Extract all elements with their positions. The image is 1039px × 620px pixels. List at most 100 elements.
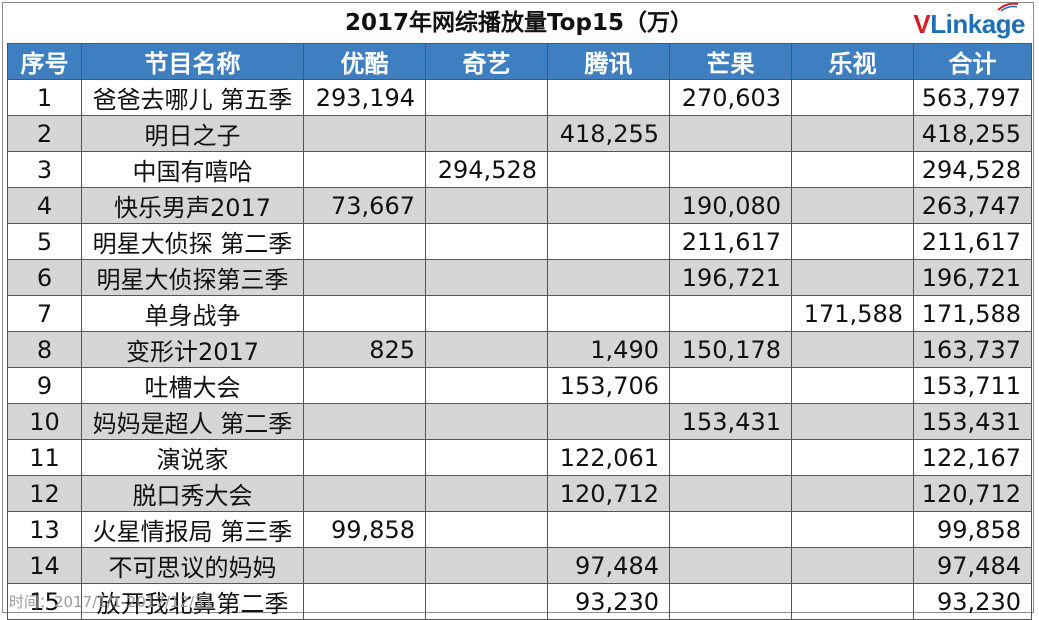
column-header: 序号 — [7, 43, 82, 80]
value-cell — [791, 367, 914, 404]
show-name-cell: 脱口秀大会 — [81, 475, 304, 512]
column-header: 优酷 — [303, 43, 426, 80]
value-cell: 1,490 — [547, 331, 670, 368]
value-cell: 73,667 — [303, 187, 426, 224]
column-header: 奇艺 — [425, 43, 548, 80]
value-cell: 150,178 — [669, 331, 792, 368]
table-row: 3 中国有嘻哈 294,528 294,528 — [7, 151, 1032, 188]
value-cell — [669, 367, 792, 404]
logo-v: V — [913, 9, 931, 39]
table-row: 14 不可思议的妈妈 97,484 97,484 — [7, 547, 1032, 584]
rank-cell: 15 — [7, 583, 82, 620]
show-name-cell: 单身战争 — [81, 295, 304, 332]
value-cell: 825 — [303, 331, 426, 368]
rank-cell: 3 — [7, 151, 82, 188]
value-cell — [425, 223, 548, 260]
show-name-cell: 中国有嘻哈 — [81, 151, 304, 188]
value-cell — [303, 547, 426, 584]
header-row: 序号 节目名称 优酷 奇艺 腾讯 芒果 乐视 合计 — [7, 43, 1032, 80]
vlinkage-logo: VLinkage — [913, 2, 1025, 40]
rank-cell: 5 — [7, 223, 82, 260]
value-cell — [669, 151, 792, 188]
value-cell: 120,712 — [913, 475, 1032, 512]
value-cell: 196,721 — [669, 259, 792, 296]
value-cell — [669, 475, 792, 512]
logo-swoosh-icon — [997, 2, 1019, 12]
value-cell — [425, 367, 548, 404]
value-cell: 99,858 — [303, 511, 426, 548]
value-cell — [791, 115, 914, 152]
rank-cell: 8 — [7, 331, 82, 368]
value-cell — [303, 367, 426, 404]
value-cell: 171,588 — [913, 295, 1032, 332]
value-cell: 120,712 — [547, 475, 670, 512]
ranking-table: 序号 节目名称 优酷 奇艺 腾讯 芒果 乐视 合计 1 爸爸去哪儿 第五季 293,194 270,… — [7, 43, 1032, 620]
table-row: 9 吐槽大会 153,706 153,711 — [7, 367, 1032, 404]
rank-cell: 2 — [7, 115, 82, 152]
value-cell — [669, 511, 792, 548]
value-cell: 211,617 — [669, 223, 792, 260]
value-cell: 97,484 — [913, 547, 1032, 584]
show-name-cell: 快乐男声2017 — [81, 187, 304, 224]
value-cell: 418,255 — [913, 115, 1032, 152]
value-cell — [425, 475, 548, 512]
table-row: 7 单身战争 171,588 171,588 — [7, 295, 1032, 332]
value-cell — [303, 295, 426, 332]
value-cell — [425, 187, 548, 224]
show-name-cell: 明星大侦探 第二季 — [81, 223, 304, 260]
show-name-cell: 变形计2017 — [81, 331, 304, 368]
logo-text: Linkage — [930, 9, 1025, 39]
rank-cell: 7 — [7, 295, 82, 332]
column-header: 乐视 — [791, 43, 914, 80]
table-row: 12 脱口秀大会 120,712 120,712 — [7, 475, 1032, 512]
value-cell: 294,528 — [425, 151, 548, 188]
rank-cell: 11 — [7, 439, 82, 476]
table-row: 8 变形计2017 825 1,490 150,178 163,737 — [7, 331, 1032, 368]
value-cell: 211,617 — [913, 223, 1032, 260]
rank-cell: 6 — [7, 259, 82, 296]
value-cell: 122,061 — [547, 439, 670, 476]
value-cell — [791, 151, 914, 188]
value-cell — [791, 439, 914, 476]
value-cell: 153,431 — [669, 403, 792, 440]
value-cell — [547, 79, 670, 116]
value-cell: 93,230 — [913, 583, 1032, 620]
table-title: 2017年网综播放量Top15（万） — [345, 10, 693, 36]
table-row: 5 明星大侦探 第二季 211,617 211,617 — [7, 223, 1032, 260]
value-cell: 163,737 — [913, 331, 1032, 368]
value-cell — [791, 547, 914, 584]
value-cell: 294,528 — [913, 151, 1032, 188]
show-name-cell: 火星情报局 第三季 — [81, 511, 304, 548]
value-cell — [425, 583, 548, 620]
table-row: 11 演说家 122,061 122,167 — [7, 439, 1032, 476]
value-cell — [791, 583, 914, 620]
value-cell: 153,431 — [913, 403, 1032, 440]
value-cell — [303, 223, 426, 260]
show-name-cell: 不可思议的妈妈 — [81, 547, 304, 584]
value-cell — [425, 295, 548, 332]
value-cell — [791, 259, 914, 296]
value-cell — [547, 259, 670, 296]
rank-cell: 4 — [7, 187, 82, 224]
column-header: 节目名称 — [81, 43, 304, 80]
value-cell — [425, 439, 548, 476]
value-cell — [669, 583, 792, 620]
value-cell: 171,588 — [791, 295, 914, 332]
value-cell — [791, 223, 914, 260]
column-header: 芒果 — [669, 43, 792, 80]
value-cell — [791, 79, 914, 116]
rank-cell: 14 — [7, 547, 82, 584]
value-cell — [547, 223, 670, 260]
value-cell: 563,797 — [913, 79, 1032, 116]
value-cell — [791, 187, 914, 224]
value-cell — [669, 439, 792, 476]
column-header: 合计 — [913, 43, 1032, 80]
value-cell — [425, 79, 548, 116]
value-cell — [303, 583, 426, 620]
value-cell — [547, 187, 670, 224]
value-cell: 418,255 — [547, 115, 670, 152]
show-name-cell: 放开我北鼻第二季 — [81, 583, 304, 620]
table-row: 4 快乐男声2017 73,667 190,080 263,747 — [7, 187, 1032, 224]
value-cell — [791, 403, 914, 440]
